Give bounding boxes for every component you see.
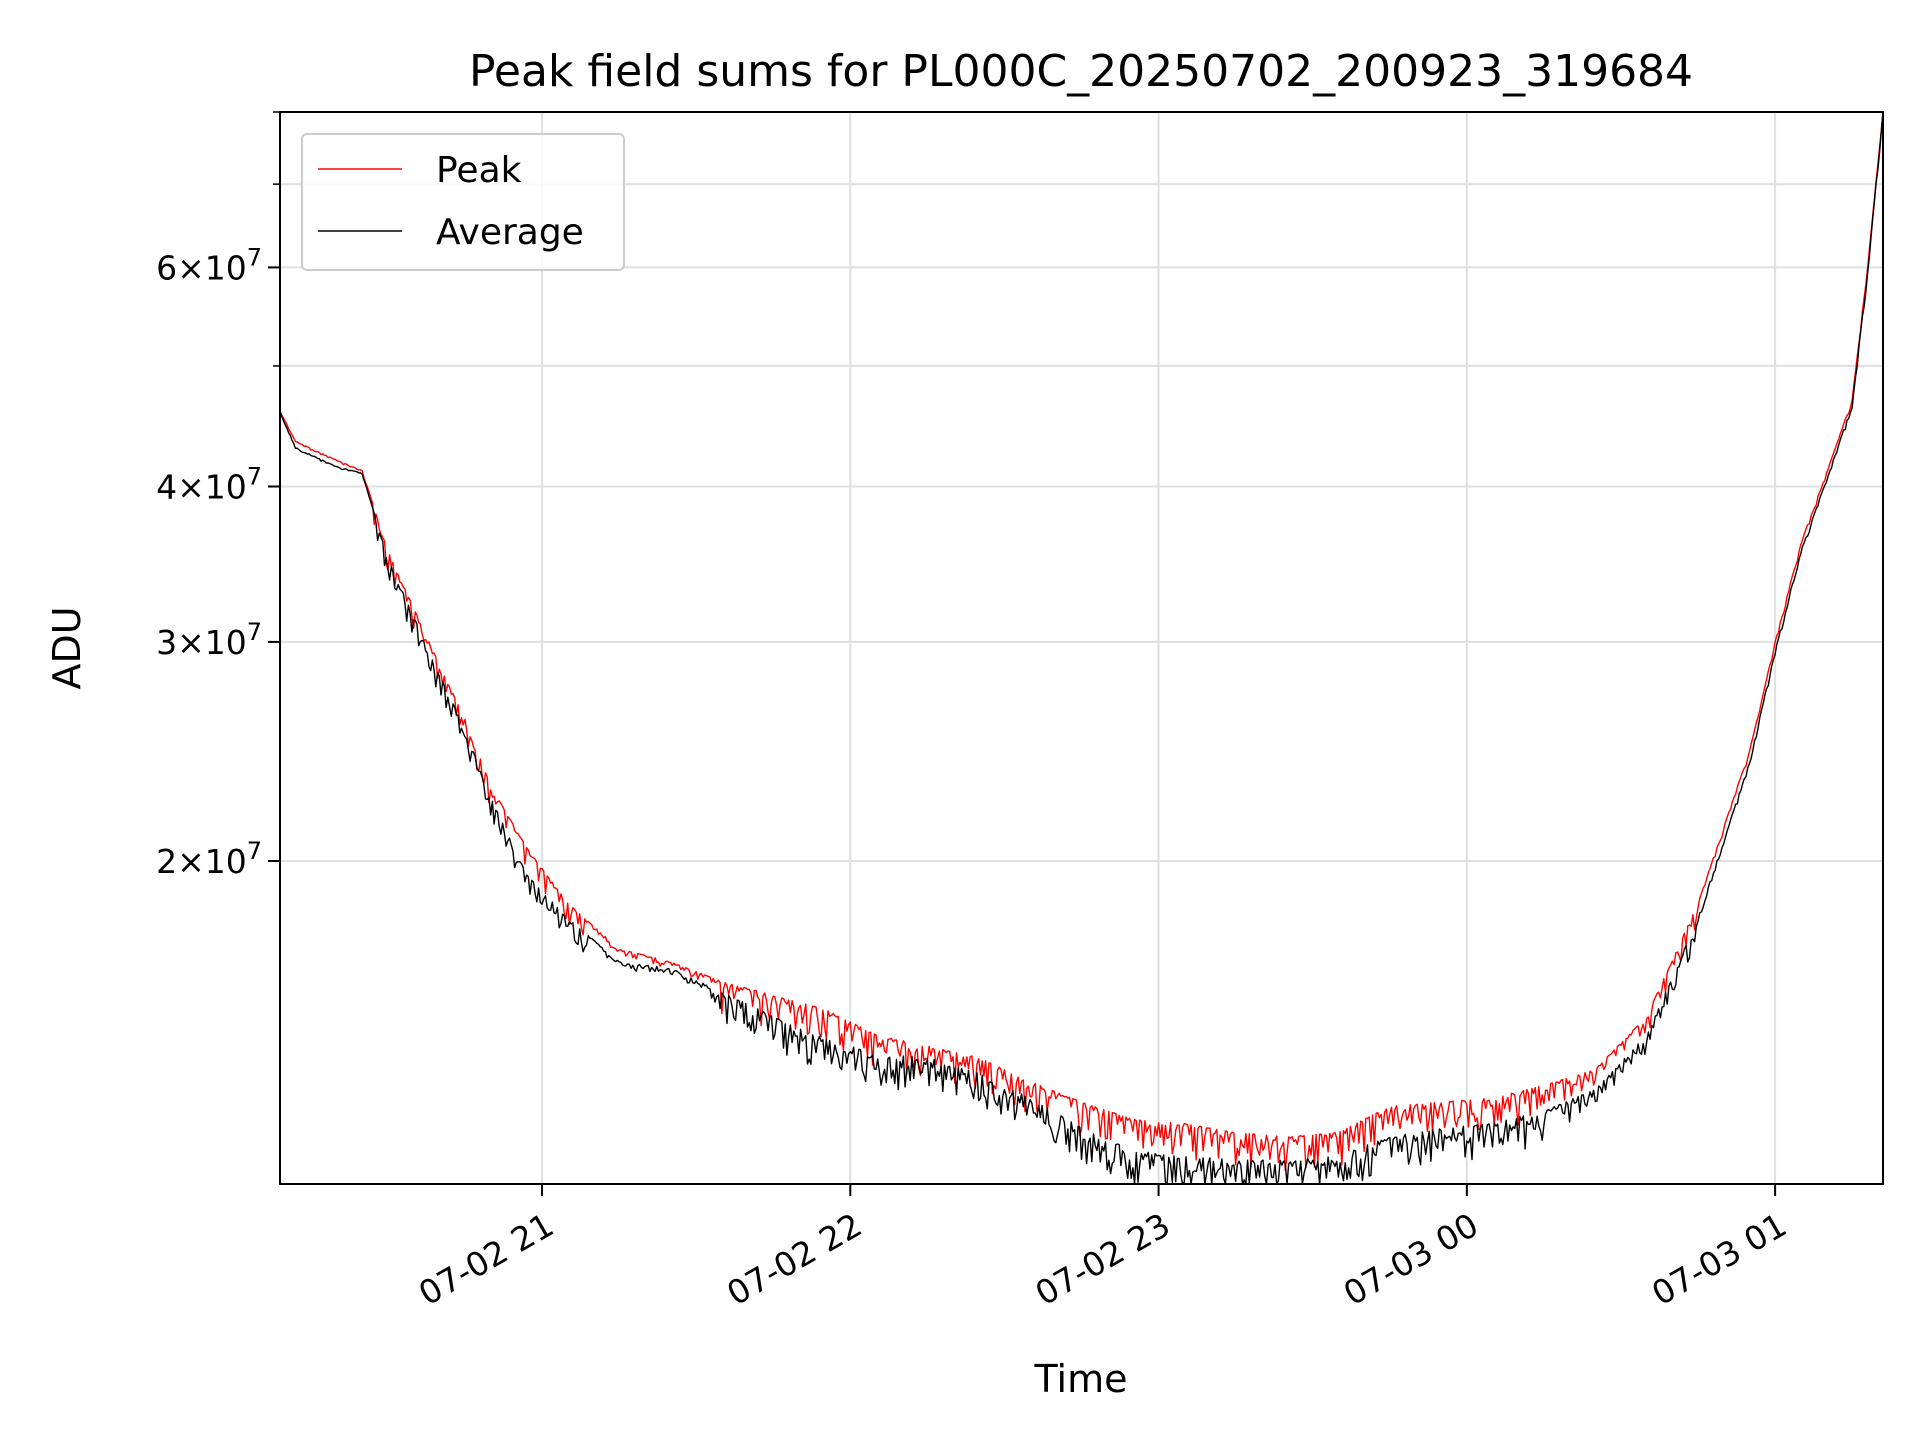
y-tick-label: 3×107 [156,618,262,662]
x-axis-label: Time [1034,1357,1128,1401]
series-layer [279,111,1884,1185]
series-line-average [279,111,1884,1185]
y-tick-label: 6×107 [156,243,262,287]
y-tick-label: 4×107 [156,462,262,506]
chart-title: Peak field sums for PL000C_20250702_2009… [469,46,1693,97]
legend-label-average: Average [436,212,584,253]
y-tick-label: 2×107 [156,837,262,881]
y-axis: 2×107 3×107 4×107 6×107 [156,111,280,881]
legend-label-peak: Peak [436,150,522,191]
legend: Peak Average [301,133,625,271]
plot-frame [279,111,1884,1185]
legend-box [301,133,625,271]
y-axis-label: ADU [45,606,89,689]
series-line-peak [279,111,1884,1172]
